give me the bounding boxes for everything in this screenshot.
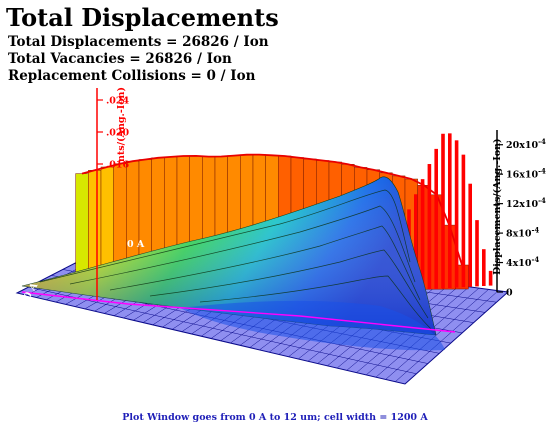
left-tick-label: .024 <box>106 96 130 107</box>
side-bar <box>414 194 418 290</box>
right-tick-label: 20x10-4 <box>506 137 546 151</box>
floor-grid-line <box>395 290 499 382</box>
surface-contours <box>39 189 433 331</box>
surface-contour <box>199 275 433 331</box>
side-bar <box>420 179 425 290</box>
right-tick-label: 12x10-4 <box>506 196 546 210</box>
stat-replacement-collisions: Replacement Collisions = 0 / Ion <box>8 68 256 84</box>
side-bar <box>454 140 459 288</box>
side-bar <box>434 148 438 289</box>
page-title: Total Displacements <box>6 3 279 32</box>
side-bar <box>468 183 472 287</box>
surface-contour <box>39 189 411 283</box>
floor-grid-line <box>385 289 489 380</box>
surface-contour <box>69 205 416 285</box>
back-wall-top-line <box>81 153 463 266</box>
right-tick-exponent: -4 <box>538 196 546 205</box>
right-tick-exponent: -4 <box>532 255 540 264</box>
stat-total-vacancies: Total Vacancies = 26826 / Ion <box>8 51 232 67</box>
stat-total-displacements: Total Displacements = 26826 / Ion <box>8 34 269 50</box>
right-tick-label: 0 <box>506 288 513 299</box>
surface-contour <box>149 249 429 319</box>
right-tick-label: 8x10-4 <box>506 226 539 240</box>
right-tick-exponent: -4 <box>532 226 540 235</box>
side-bar <box>482 249 486 286</box>
left-tick-label: .016 <box>106 160 130 171</box>
side-bar <box>441 133 445 289</box>
right-tick-label: 16x10-4 <box>506 167 546 181</box>
side-bar <box>448 133 452 288</box>
right-axis-label: Displacements/(Ang.-Ion) <box>492 139 503 276</box>
chart-3d: .016 .020 .024 nts/(Ang.-Ion) 0 4x10-4 8x10-… <box>15 87 546 385</box>
right-tick-exponent: -4 <box>538 137 546 146</box>
floor-grid-line <box>28 286 417 375</box>
left-axis-label: nts/(Ang.-Ion) <box>116 87 127 162</box>
side-bar <box>475 220 479 287</box>
surface-contour <box>109 225 421 301</box>
surface-shading <box>22 176 436 335</box>
side-bar <box>427 164 432 290</box>
side-bar <box>488 270 493 286</box>
footer-caption: Plot Window goes from 0 A to 12 um; cell… <box>122 412 428 423</box>
floor-label-back: 0 A <box>127 239 145 250</box>
right-tick-label: 4x10-4 <box>506 255 539 269</box>
surface-base-blue <box>180 300 445 351</box>
front-baseline <box>21 291 456 333</box>
right-axis-ticks: 0 4x10-4 8x10-4 12x10-4 16x10-4 20x10-4 <box>497 137 546 299</box>
left-axis-ticks: .016 .020 .024 <box>97 96 130 171</box>
side-bar <box>461 154 466 288</box>
left-tick-label: .020 <box>106 128 130 139</box>
right-tick-exponent: -4 <box>538 167 546 176</box>
